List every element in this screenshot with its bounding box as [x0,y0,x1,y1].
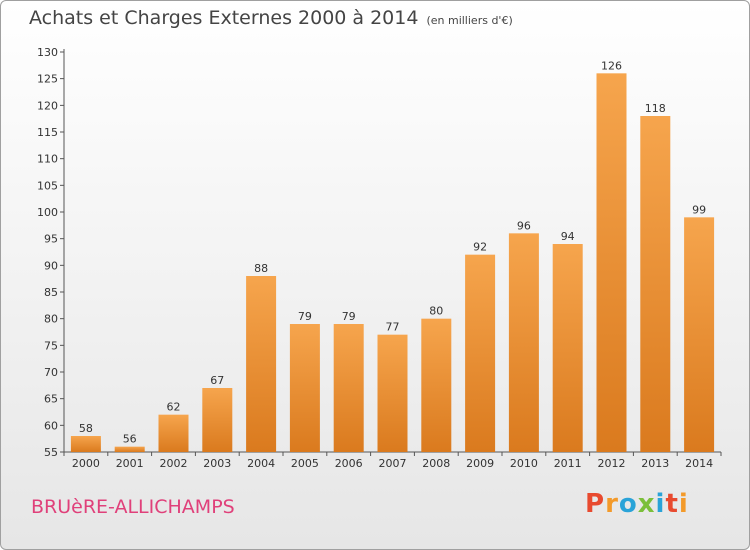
bar [421,318,452,452]
bar-value-label: 99 [692,203,706,216]
x-tick-label: 2009 [466,457,494,470]
brand-letter: i [678,489,689,519]
bar-value-label: 92 [473,241,487,254]
bar-value-label: 80 [429,305,443,318]
y-tick-label: 60 [44,419,58,432]
bar [158,414,189,452]
bar-value-label: 94 [561,230,575,243]
x-tick-label: 2007 [379,457,407,470]
bar-value-label: 62 [167,401,181,414]
bar [202,388,233,452]
bar-value-label: 118 [645,102,666,115]
title-unit: (en milliers d'€) [426,14,513,27]
x-tick-label: 2011 [554,457,582,470]
bar [596,73,627,452]
brand-letter: o [618,489,638,519]
y-tick-label: 115 [37,126,58,139]
x-tick-label: 2000 [72,457,100,470]
bar-value-label: 126 [601,59,622,72]
brand-letter: i [655,489,666,519]
bar [377,334,408,452]
bar-value-label: 79 [298,310,312,323]
x-tick-label: 2008 [422,457,450,470]
y-tick-label: 95 [44,233,58,246]
y-tick-label: 85 [44,286,58,299]
bar [246,276,277,452]
title-text: Achats et Charges Externes 2000 à 2014 [29,7,419,29]
chart-title: Achats et Charges Externes 2000 à 2014 (e… [29,7,513,29]
bar-value-label: 88 [254,262,268,275]
proxiti-logo: Proxiti [585,489,689,519]
y-tick-label: 130 [37,46,58,59]
bar-value-label: 58 [79,422,93,435]
bar [684,217,715,452]
bar [114,446,145,452]
x-tick-label: 2001 [116,457,144,470]
x-tick-label: 2006 [335,457,363,470]
x-tick-label: 2005 [291,457,319,470]
x-tick-label: 2003 [203,457,231,470]
x-tick-label: 2014 [685,457,713,470]
bar [70,436,101,452]
y-tick-label: 110 [37,153,58,166]
brand-letter: P [585,489,606,519]
bar-value-label: 67 [210,374,224,387]
y-tick-label: 120 [37,99,58,112]
y-tick-label: 75 [44,339,58,352]
bar [333,324,364,452]
bar [289,324,320,452]
x-tick-label: 2002 [160,457,188,470]
bar [552,244,583,452]
bar-value-label: 56 [123,433,137,446]
bar-value-label: 79 [342,310,356,323]
y-tick-label: 100 [37,206,58,219]
bar-value-label: 77 [386,321,400,334]
bar [465,254,496,452]
y-tick-label: 65 [44,393,58,406]
y-tick-label: 90 [44,259,58,272]
y-tick-label: 70 [44,366,58,379]
x-tick-label: 2010 [510,457,538,470]
brand-letter: x [637,489,656,519]
brand-letter: r [605,489,619,519]
x-tick-label: 2013 [641,457,669,470]
y-tick-label: 105 [37,179,58,192]
x-tick-label: 2004 [247,457,275,470]
brand-letter: t [665,489,679,519]
y-tick-label: 125 [37,73,58,86]
y-tick-label: 80 [44,313,58,326]
bar [640,116,671,452]
city-name: BRUèRE-ALLICHAMPS [31,496,235,518]
bar-value-label: 96 [517,219,531,232]
x-tick-label: 2012 [598,457,626,470]
bar [508,233,539,452]
y-tick-label: 55 [44,446,58,459]
